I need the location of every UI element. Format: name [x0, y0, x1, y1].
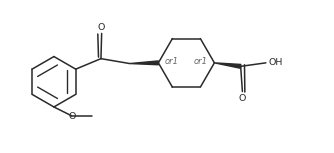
Text: O: O [98, 23, 105, 32]
Polygon shape [130, 61, 158, 65]
Text: O: O [68, 112, 75, 121]
Text: OH: OH [269, 58, 283, 67]
Text: or1: or1 [165, 57, 179, 66]
Text: or1: or1 [194, 57, 208, 66]
Polygon shape [214, 63, 241, 68]
Text: O: O [239, 94, 246, 103]
